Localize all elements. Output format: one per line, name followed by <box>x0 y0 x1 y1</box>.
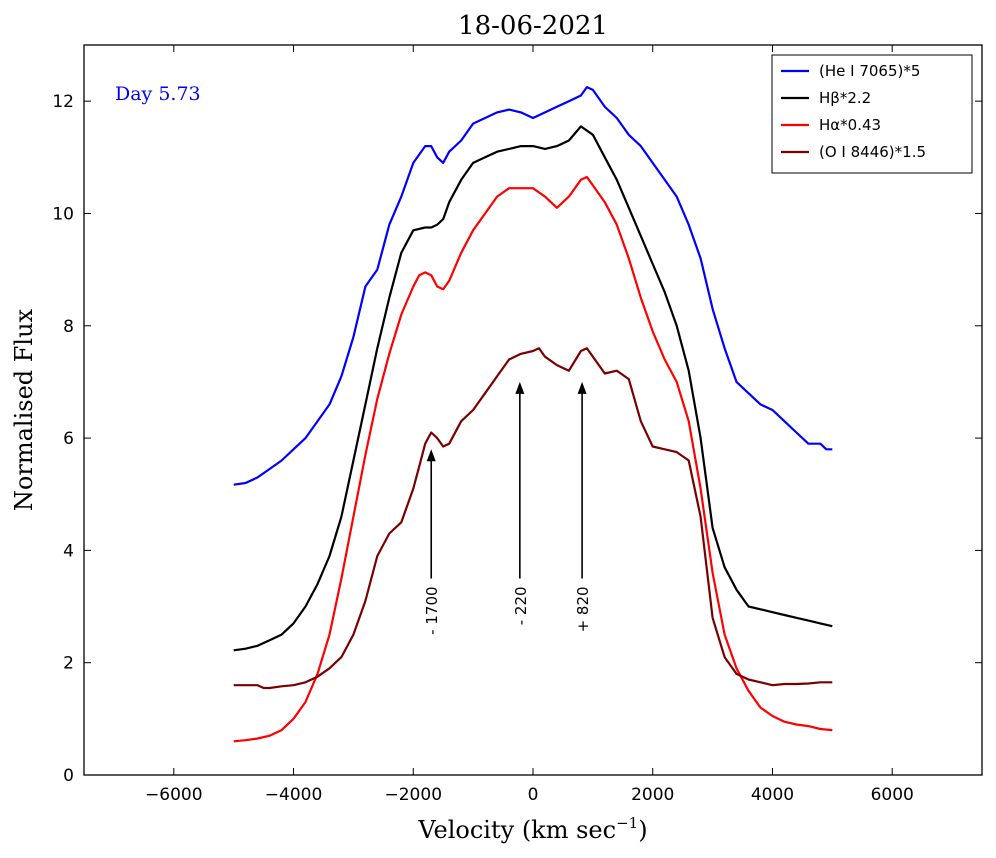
x-axis-label-superscript: −1 <box>616 814 638 832</box>
legend: (He I 7065)*5 Hβ*2.2 Hα*0.43 (O I 8446)*1.5 <box>771 54 973 174</box>
legend-label: Hβ*2.2 <box>819 89 871 107</box>
day-label: Day 5.73 <box>115 83 201 105</box>
arrow-annotations: - 1700 - 220 + 820 <box>423 381 592 635</box>
y-tick-label: 10 <box>52 204 74 224</box>
arrow-head <box>515 381 525 394</box>
arrow-label: - 1700 <box>423 586 441 634</box>
arrow-label: + 820 <box>574 586 592 632</box>
y-tick-label: 12 <box>52 92 74 112</box>
x-tick-label: −6000 <box>145 785 203 805</box>
series-line--he-i-7065-5 <box>233 85 833 486</box>
y-tick-label: 2 <box>63 654 74 674</box>
y-axis-label-group: Normalised Flux <box>10 308 38 511</box>
x-tick-label: 4000 <box>751 785 794 805</box>
y-axis-label: Normalised Flux <box>10 308 38 511</box>
legend-label: (He I 7065)*5 <box>819 62 920 80</box>
series-lines <box>233 85 833 743</box>
legend-box <box>771 54 973 174</box>
x-tick-label: −2000 <box>385 785 443 805</box>
x-axis-label: Velocity (km sec−1) <box>417 814 647 844</box>
series-line-h-0-43 <box>233 175 833 743</box>
legend-label: (O I 8446)*1.5 <box>819 143 926 161</box>
x-axis-label-close: ) <box>638 816 647 844</box>
x-tick-label: −4000 <box>265 785 323 805</box>
y-tick-label: 0 <box>63 766 74 786</box>
plot-frame <box>83 44 983 776</box>
y-tick-label: 6 <box>63 429 74 449</box>
legend-label: Hα*0.43 <box>819 116 881 134</box>
y-tick-label: 4 <box>63 541 74 561</box>
x-tick-label: 6000 <box>871 785 914 805</box>
arrow-label: - 220 <box>512 586 530 625</box>
arrow-head <box>426 449 436 462</box>
x-tick-label: 2000 <box>631 785 674 805</box>
chart-title: 18-06-2021 <box>458 11 608 41</box>
axis-ticks: −6000 −4000 −2000 0 2000 4000 6000 0 2 4 6 8 10 12 <box>52 45 982 805</box>
y-tick-label: 8 <box>63 317 74 337</box>
series-line-h-2-2 <box>233 125 833 652</box>
series-line--o-i-8446-1-5 <box>233 347 833 690</box>
x-axis-label-main: Velocity (km sec <box>417 816 616 844</box>
x-tick-label: 0 <box>528 785 539 805</box>
arrow-head <box>577 381 587 394</box>
